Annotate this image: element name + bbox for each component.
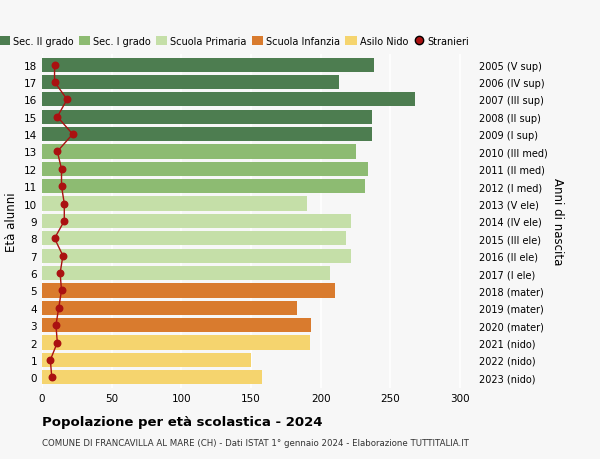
Point (47, 374, 56, 381)
Bar (42, 76, 339, 90)
Legend: Sec. II grado, Sec. I grado, Scuola Primaria, Scuola Infanzia, Asilo Nido, Stran: Sec. II grado, Sec. I grado, Scuola Prim… (0, 37, 469, 47)
Bar (42, 284, 335, 298)
Bar (42, 249, 352, 263)
Bar (42, 336, 310, 350)
Bar (42, 110, 372, 124)
Point (50, 79, 59, 86)
Point (59, 201, 69, 208)
Point (54, 304, 64, 312)
Point (53, 339, 62, 347)
Point (62, 96, 72, 104)
Point (50, 62, 59, 69)
Point (55, 270, 65, 277)
Text: Popolazione per età scolastica - 2024: Popolazione per età scolastica - 2024 (42, 415, 323, 428)
Point (46, 357, 55, 364)
Bar (42, 214, 352, 229)
Bar (42, 162, 368, 177)
Point (53, 148, 62, 156)
Bar (42, 232, 346, 246)
Point (51, 322, 61, 329)
Text: COMUNE DI FRANCAVILLA AL MARE (CH) - Dati ISTAT 1° gennaio 2024 - Elaborazione T: COMUNE DI FRANCAVILLA AL MARE (CH) - Dat… (42, 438, 469, 448)
Bar (42, 266, 331, 280)
Point (59, 218, 69, 225)
Point (68, 131, 77, 139)
Point (57, 287, 67, 295)
Point (57, 166, 67, 173)
Bar (42, 370, 262, 385)
Bar (42, 319, 311, 333)
Bar (42, 353, 251, 367)
Y-axis label: Età alunni: Età alunni (5, 192, 19, 251)
Point (50, 235, 59, 242)
Bar (42, 128, 372, 142)
Point (53, 114, 62, 121)
Bar (42, 93, 415, 107)
Bar (42, 197, 307, 211)
Bar (42, 145, 356, 159)
Bar (42, 179, 365, 194)
Y-axis label: Anni di nascita: Anni di nascita (551, 178, 564, 265)
Point (58, 252, 68, 260)
Bar (42, 301, 297, 315)
Bar (42, 58, 374, 73)
Point (57, 183, 67, 190)
